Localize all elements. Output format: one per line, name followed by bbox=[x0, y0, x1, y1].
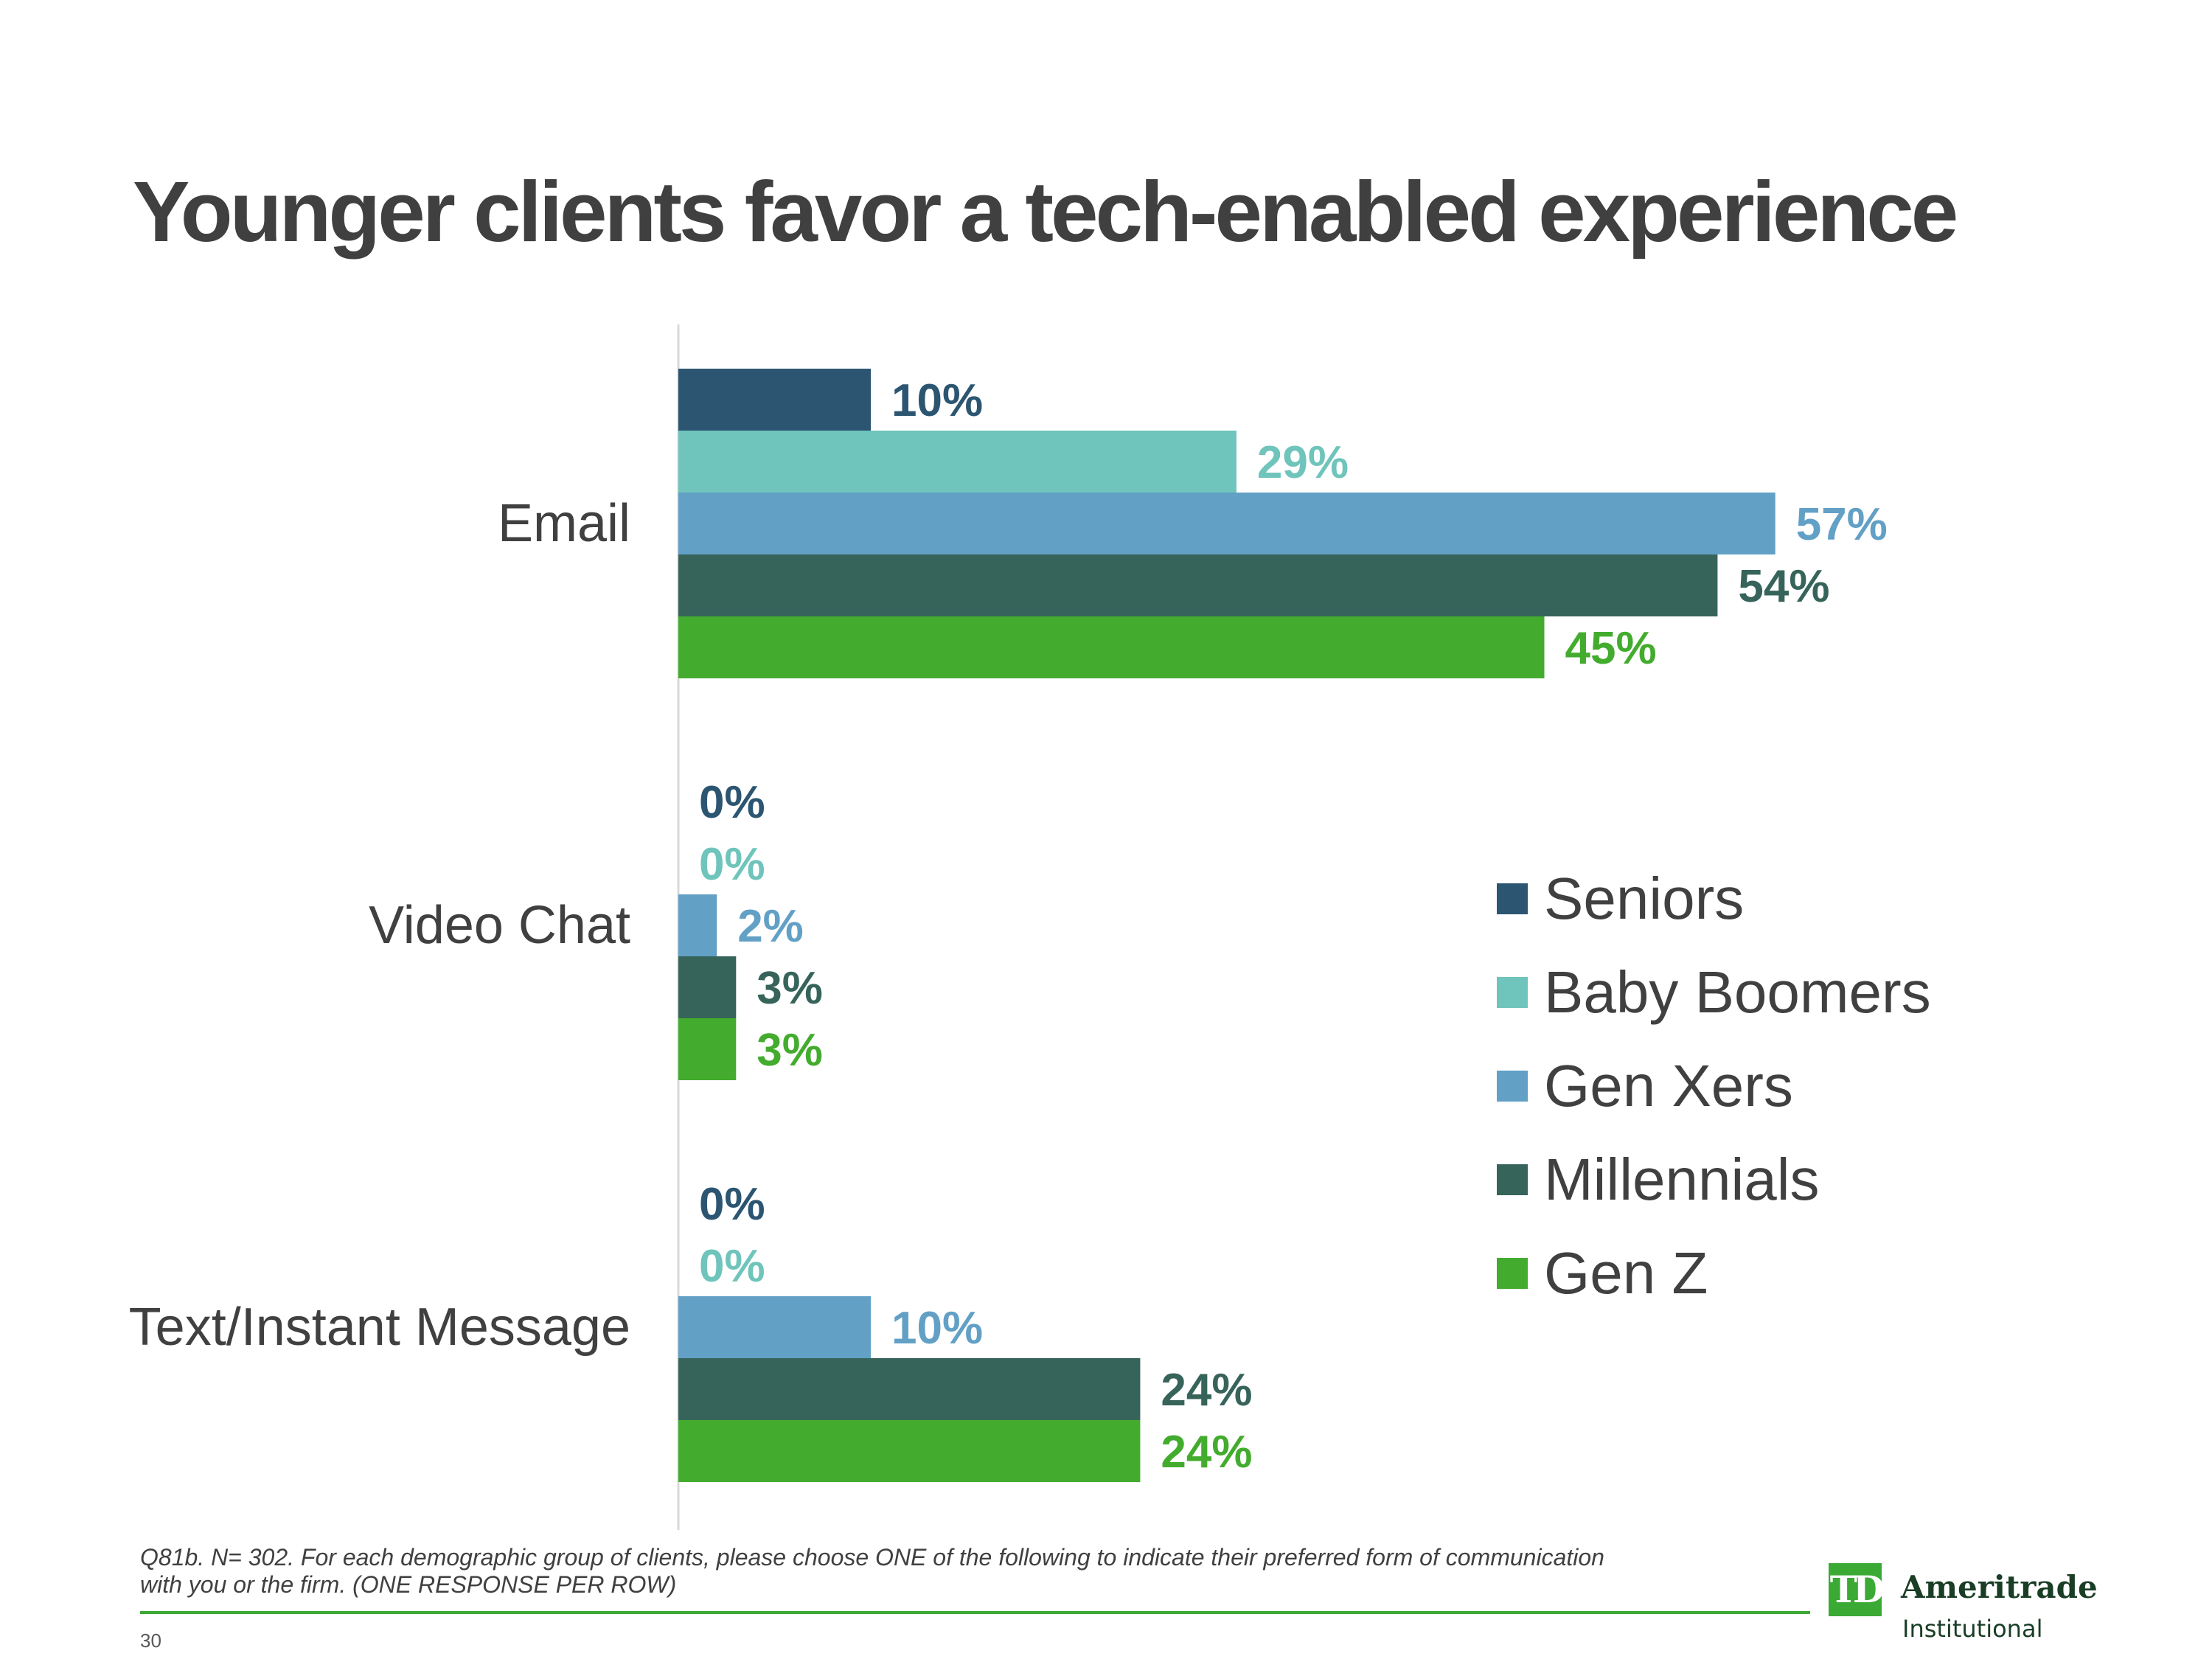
legend-swatch bbox=[1497, 883, 1528, 914]
logo-subtitle: Institutional bbox=[1902, 1615, 2043, 1643]
data-label: 0% bbox=[699, 1241, 765, 1292]
bar bbox=[678, 493, 1775, 554]
td-logo-icon: TD bbox=[1829, 1563, 1885, 1616]
legend-label: Baby Boomers bbox=[1544, 959, 1931, 1025]
bar bbox=[678, 1296, 871, 1358]
data-label: 0% bbox=[699, 777, 765, 828]
bar bbox=[678, 1018, 737, 1080]
category-label: Email bbox=[498, 494, 630, 553]
footnote: Q81b. N= 302. For each demographic group… bbox=[140, 1544, 1604, 1598]
legend-swatch bbox=[1497, 1257, 1528, 1289]
legend-swatch bbox=[1497, 976, 1528, 1008]
td-ameritrade-logo: TD Ameritrade Institutional bbox=[1829, 1563, 2109, 1644]
data-label: 0% bbox=[699, 1179, 765, 1230]
legend-item: Seniors bbox=[1497, 852, 1931, 945]
bar bbox=[678, 1358, 1141, 1420]
data-label: 10% bbox=[891, 375, 983, 426]
logo-wordmark: Ameritrade bbox=[1901, 1569, 2098, 1605]
data-label: 10% bbox=[891, 1303, 983, 1354]
legend-item: Gen Xers bbox=[1497, 1039, 1931, 1133]
category-label: Text/Instant Message bbox=[129, 1298, 630, 1357]
chart-legend: Seniors Baby Boomers Gen Xers Millennials Ge… bbox=[1497, 852, 1931, 1320]
legend-label: Gen Z bbox=[1544, 1239, 1708, 1306]
legend-item: Millennials bbox=[1497, 1133, 1931, 1226]
legend-swatch bbox=[1497, 1164, 1528, 1195]
data-label: 2% bbox=[737, 901, 804, 952]
data-label: 3% bbox=[757, 963, 823, 1014]
data-label: 3% bbox=[757, 1025, 823, 1076]
page-number: 30 bbox=[140, 1630, 161, 1652]
slide-title: Younger clients favor a tech-enabled exp… bbox=[133, 164, 1958, 260]
legend-label: Millennials bbox=[1544, 1146, 1820, 1212]
footer-divider bbox=[140, 1611, 1810, 1614]
category-label: Video Chat bbox=[369, 896, 630, 955]
legend-label: Seniors bbox=[1544, 865, 1745, 931]
data-label: 24% bbox=[1161, 1365, 1252, 1416]
data-label: 24% bbox=[1161, 1427, 1252, 1478]
bar bbox=[678, 431, 1237, 493]
bar bbox=[678, 894, 717, 956]
data-label: 54% bbox=[1738, 561, 1829, 612]
legend-swatch bbox=[1497, 1070, 1528, 1102]
legend-item: Baby Boomers bbox=[1497, 945, 1931, 1039]
data-label: 57% bbox=[1796, 499, 1888, 550]
legend-label: Gen Xers bbox=[1544, 1052, 1793, 1119]
data-label: 45% bbox=[1565, 623, 1657, 674]
legend-item: Gen Z bbox=[1497, 1226, 1931, 1320]
bar bbox=[678, 956, 737, 1018]
bar bbox=[678, 554, 1718, 616]
bar bbox=[678, 1420, 1141, 1482]
bar bbox=[678, 616, 1545, 678]
data-label: 29% bbox=[1257, 437, 1349, 488]
bar bbox=[678, 369, 871, 431]
data-label: 0% bbox=[699, 839, 765, 890]
